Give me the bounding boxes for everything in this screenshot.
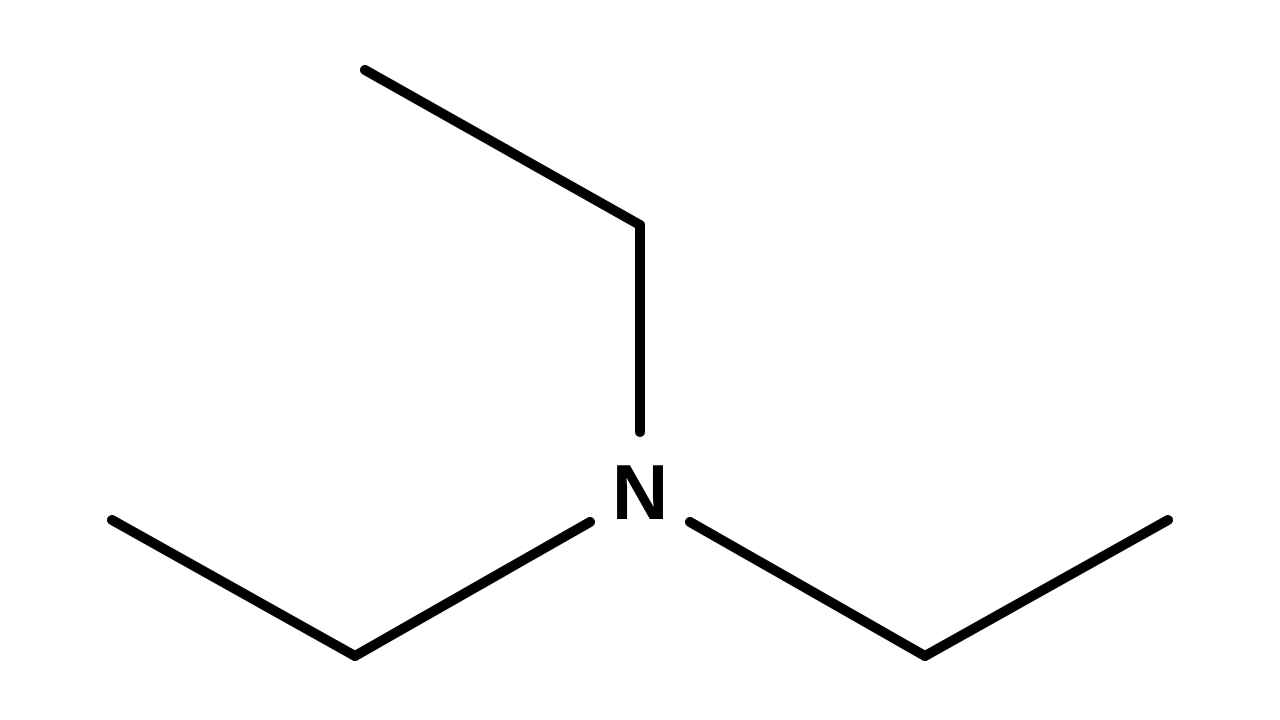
atom-label-N: N <box>612 448 668 536</box>
molecule-diagram: N <box>0 0 1280 720</box>
bond-N-C3 <box>355 522 590 656</box>
bond-C1-C2 <box>365 70 640 225</box>
bond-C5-C6 <box>925 520 1168 656</box>
bonds-layer <box>112 70 1168 656</box>
bond-N-C5 <box>690 522 925 656</box>
bond-C3-C4 <box>112 520 355 656</box>
atoms-layer: N <box>612 448 668 536</box>
